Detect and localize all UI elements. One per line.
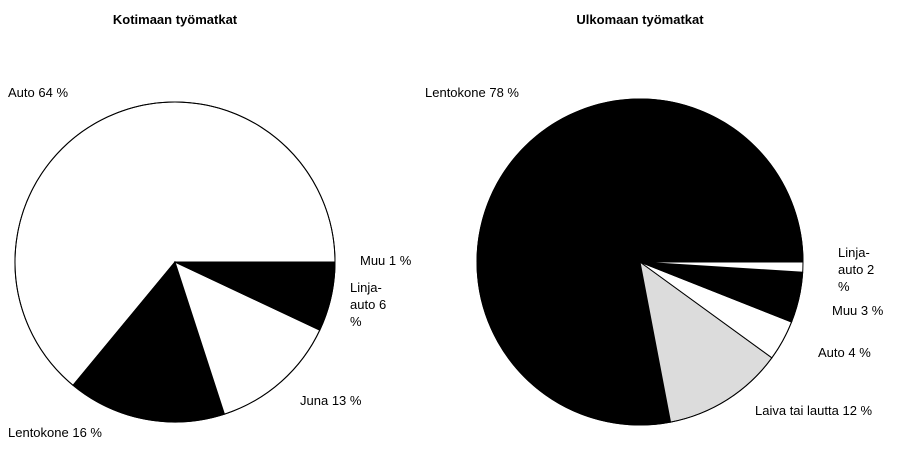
- category: Lentokone: [425, 85, 486, 100]
- slice-label: Lentokone 78 %: [425, 84, 519, 101]
- pie-outline: [14, 101, 336, 423]
- slice-label: Laiva tai lautta 12 %: [755, 402, 872, 419]
- category: Juna: [300, 393, 329, 408]
- value-label: 12 %: [842, 403, 873, 418]
- value-label: 3 %: [860, 303, 884, 318]
- slice-label: Linja-auto 6 %: [350, 279, 400, 330]
- value-label: 4 %: [848, 345, 871, 360]
- category: Auto: [818, 345, 845, 360]
- slice-label: Muu 3 %: [832, 302, 883, 319]
- value-label: 6 %: [350, 297, 387, 329]
- slice-label: Linja-auto 2 %: [838, 244, 888, 295]
- category: Laiva tai lautta: [755, 403, 839, 418]
- slice-label: Auto 64 %: [8, 84, 68, 101]
- value-label: 13 %: [331, 393, 362, 408]
- category: Linja-auto: [350, 280, 382, 312]
- slice-label: Auto 4 %: [818, 344, 871, 361]
- chart-title: Kotimaan työmatkat: [112, 12, 238, 27]
- slice-label: Muu 1 %: [360, 252, 411, 269]
- slice-label: Lentokone 16 %: [8, 424, 102, 441]
- value-label: 16 %: [72, 425, 102, 440]
- pie-outline: [476, 98, 804, 426]
- category: Muu: [360, 253, 386, 268]
- chart-title: Ulkomaan työmatkat: [576, 12, 704, 27]
- slice-label: Juna 13 %: [300, 392, 361, 409]
- value-label: 1 %: [388, 253, 412, 268]
- value-label: 64 %: [38, 85, 69, 100]
- value-label: 78 %: [489, 85, 519, 100]
- category: Linja-auto: [838, 245, 870, 277]
- category: Muu: [832, 303, 858, 318]
- category: Lentokone: [8, 425, 69, 440]
- category: Auto: [8, 85, 35, 100]
- value-label: 2 %: [838, 262, 875, 294]
